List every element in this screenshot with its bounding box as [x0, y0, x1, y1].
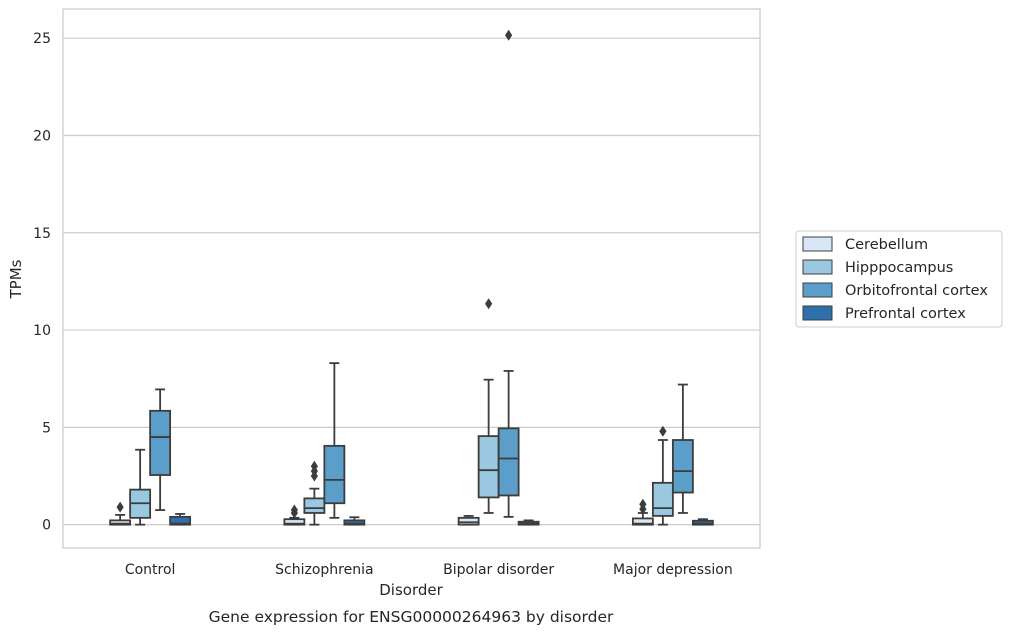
- outlier-point: [639, 498, 647, 510]
- outlier-point: [659, 425, 667, 437]
- legend: Cerebellum Hipppocampus Orbitofrontal cort…: [795, 230, 1003, 328]
- x-tick-label: Schizophrenia: [275, 562, 373, 578]
- y-tick-label: 10: [33, 323, 51, 339]
- box-cerebellum: [457, 514, 480, 526]
- legend-swatch: [802, 259, 833, 275]
- y-axis-label: TPMs: [7, 259, 25, 299]
- box-body: [497, 427, 520, 497]
- box-prefrontal-cortex: [691, 518, 714, 526]
- box-orbitofrontal-cortex: [671, 383, 694, 514]
- box-body: [323, 444, 346, 505]
- x-axis-label: Disorder: [379, 581, 443, 599]
- box-prefrontal-cortex: [343, 516, 366, 526]
- outlier-point: [485, 298, 493, 310]
- box-body: [343, 519, 366, 526]
- chart-caption: Gene expression for ENSG00000264963 by d…: [209, 608, 614, 626]
- outlier-point: [310, 460, 318, 472]
- x-tick-labels: Control Schizophrenia Bipolar disorder Majo…: [125, 562, 733, 578]
- legend-swatch: [802, 282, 833, 298]
- x-tick-label: Control: [125, 562, 176, 578]
- y-tick-labels: 0 5 10 15 20 25: [33, 31, 51, 533]
- box-hipppocampus: [651, 425, 674, 526]
- box-cerebellum: [109, 501, 132, 526]
- box-body: [651, 481, 674, 517]
- box-hipppocampus: [303, 460, 326, 526]
- outlier-point: [290, 504, 298, 516]
- box-groups: [109, 29, 714, 526]
- outlier-point: [116, 501, 124, 513]
- legend-swatch: [802, 236, 833, 252]
- plot-frame: [62, 8, 761, 549]
- y-tick-label: 15: [33, 226, 51, 242]
- box-body: [631, 517, 654, 526]
- outlier-point: [505, 29, 513, 41]
- legend-swatch: [802, 305, 833, 321]
- box-orbitofrontal-cortex: [149, 388, 172, 511]
- legend-label: Hipppocampus: [845, 260, 953, 276]
- box-body: [457, 516, 480, 526]
- box-body: [691, 519, 714, 526]
- box-hipppocampus: [477, 298, 500, 514]
- box-body: [671, 439, 694, 494]
- y-tick-label: 0: [42, 518, 51, 534]
- box-body: [283, 518, 306, 526]
- box-body: [477, 435, 500, 499]
- x-tick-label: Bipolar disorder: [443, 562, 554, 578]
- box-body: [303, 497, 326, 514]
- box-body: [169, 515, 192, 526]
- x-tick-label: Major depression: [613, 562, 733, 578]
- box-orbitofrontal-cortex: [323, 362, 346, 519]
- y-tick-label: 5: [42, 420, 51, 436]
- box-prefrontal-cortex: [169, 513, 192, 526]
- y-tick-label: 20: [33, 128, 51, 144]
- legend-label: Cerebellum: [845, 237, 928, 253]
- legend-label: Prefrontal cortex: [845, 306, 966, 322]
- y-tick-label: 25: [33, 31, 51, 47]
- box-prefrontal-cortex: [517, 519, 540, 526]
- box-hipppocampus: [129, 448, 152, 526]
- box-body: [149, 409, 172, 476]
- box-body: [109, 519, 132, 526]
- box-cerebellum: [631, 498, 654, 526]
- legend-frame: [795, 230, 1003, 328]
- box-cerebellum: [283, 504, 306, 526]
- legend-label: Orbitofrontal cortex: [845, 283, 988, 299]
- box-orbitofrontal-cortex: [497, 29, 520, 518]
